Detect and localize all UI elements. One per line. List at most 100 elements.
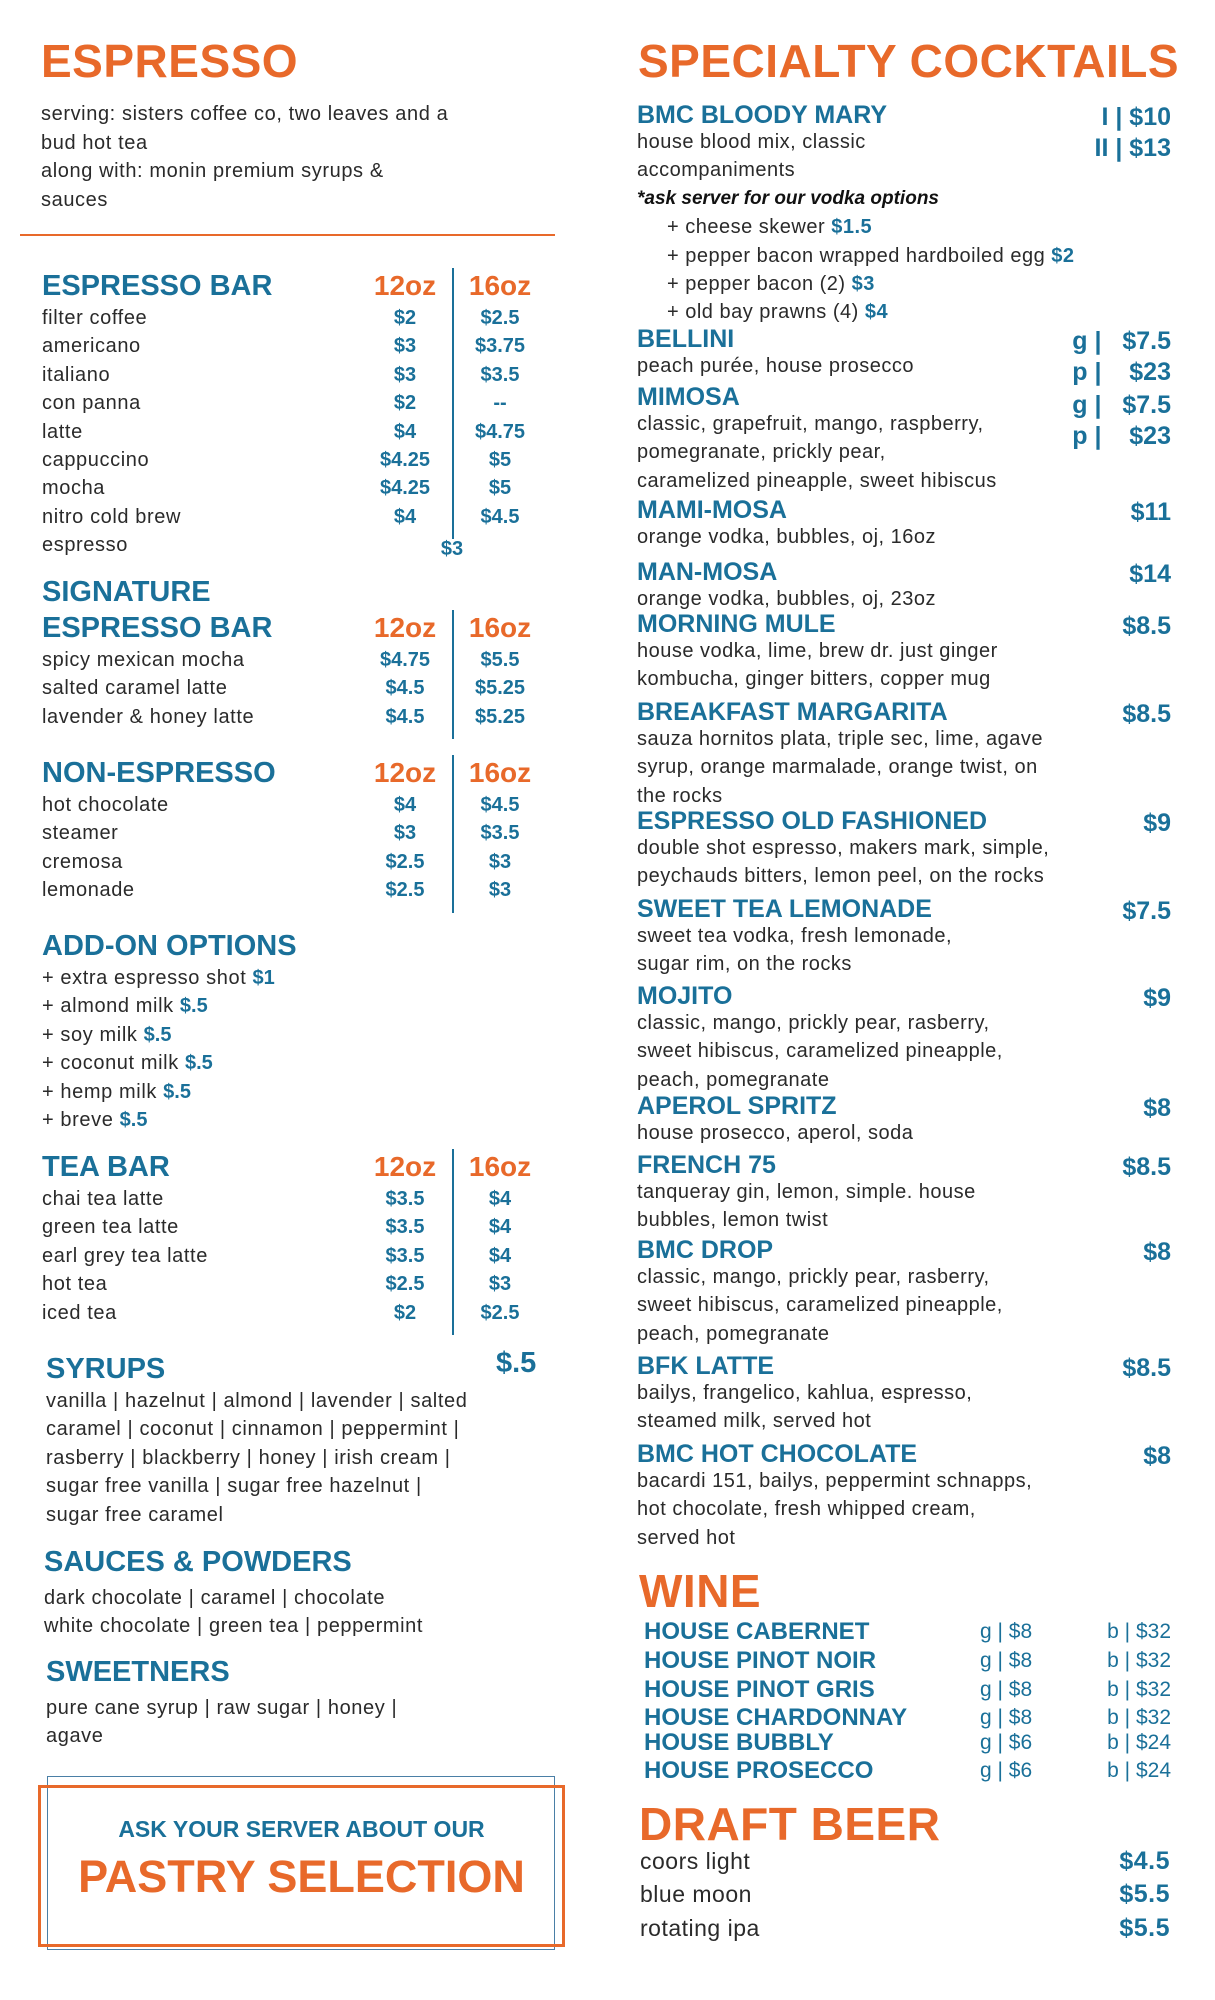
addon-name: + coconut milk: [42, 1052, 179, 1075]
addon-price: $.5: [163, 1080, 191, 1103]
wine-name: HOUSE PROSECCO: [644, 1757, 874, 1784]
item-name: lavender & honey latte: [42, 705, 255, 728]
cocktail-item: APEROL SPRITZ $8 house prosecco, aperol, s…: [637, 1093, 1171, 1147]
wine-row: HOUSE PINOT NOIR g | $8 b | $32: [644, 1647, 1171, 1675]
size-12oz-header: 12oz: [373, 757, 437, 788]
column-divider: [452, 755, 454, 913]
cocktail-description: sugar rim, on the rocks: [637, 953, 852, 976]
price-16oz: $5.25: [474, 705, 526, 728]
menu-row: nitro cold brew $4 $4.5: [42, 503, 562, 531]
section-header: ESPRESSO BAR 12oz 16oz: [42, 268, 562, 304]
section-rows: hot chocolate $4 $4.5 steamer $3 $3.5 cremosa $…: [42, 791, 562, 905]
column-divider: [452, 610, 454, 740]
sweeteners-title: SWEETNERS: [46, 1656, 230, 1688]
syrups-price: $.5: [496, 1347, 537, 1379]
cocktail-description: house vodka, lime, brew dr. just ginger: [637, 640, 998, 662]
menu-row: americano $3 $3.75: [42, 332, 562, 360]
option-name: + old bay prawns (4): [667, 301, 859, 324]
addon-item: + extra espresso shot $1: [42, 964, 562, 992]
section-title: ESPRESSO BAR: [42, 270, 273, 302]
item-name: nitro cold brew: [42, 505, 182, 528]
cocktail-description: sweet hibiscus, caramelized pineapple,: [637, 1294, 1003, 1317]
option-name: + pepper bacon (2): [667, 273, 846, 296]
item-price: $3: [440, 538, 464, 561]
addon-title: ADD-ON OPTIONS: [42, 930, 297, 962]
cocktail-price: $9: [1143, 984, 1171, 1012]
wine-row: HOUSE BUBBLY g | $6 b | $24: [644, 1729, 1171, 1757]
menu-row: steamer $3 $3.5: [42, 819, 562, 847]
addon-name: + almond milk: [42, 995, 174, 1018]
divider: [20, 234, 555, 236]
menu-row: earl grey tea latte $3.5 $4: [42, 1242, 562, 1270]
cocktail-description: double shot espresso, makers mark, simpl…: [637, 837, 1050, 859]
section-title: SIGNATURE: [42, 576, 211, 608]
section-header: TEA BAR 12oz 16oz: [42, 1149, 562, 1185]
wine-row: HOUSE PINOT GRIS g | $8 b | $32: [644, 1676, 1171, 1704]
price-16oz: $3: [488, 850, 512, 873]
price-12oz: $3: [393, 335, 417, 358]
size-16oz-header: 16oz: [468, 757, 532, 788]
cocktail-name: BMC HOT CHOCOLATE: [637, 1440, 918, 1468]
cocktail-name: BMC BLOODY MARY: [637, 101, 887, 129]
size-12oz-header: 12oz: [373, 1151, 437, 1182]
price-12oz: $4: [393, 420, 417, 443]
cocktail-item: BFK LATTE $8.5 bailys, frangelico, kahlua,…: [637, 1353, 1171, 1436]
cocktail-item: MORNING MULE $8.5 house vodka, lime, brew …: [637, 611, 1171, 694]
item-name: con panna: [42, 392, 141, 415]
cocktail-description: house prosecco, aperol, soda: [637, 1122, 914, 1144]
cocktail-price: $8.5: [1122, 1153, 1171, 1181]
addon-name: + extra espresso shot: [42, 967, 247, 989]
espresso-title: ESPRESSO: [41, 35, 299, 87]
cocktail-item: BMC DROP $8 classic, mango, prickly pear, …: [637, 1237, 1171, 1348]
wine-name: HOUSE PINOT NOIR: [644, 1647, 877, 1674]
menu-section: ESPRESSO BAR 12oz 16oz filter coffee $2 $2.5 a…: [42, 268, 562, 560]
syrups-list: vanilla | hazelnut | almond | lavender |…: [46, 1387, 546, 1529]
addon-item: + hemp milk $.5: [42, 1078, 562, 1106]
intro-line: along with: monin premium syrups &: [41, 160, 384, 182]
cocktail-description: accompaniments: [637, 159, 796, 182]
wine-name: HOUSE CHARDONNAY: [644, 1704, 908, 1731]
price-16oz: $3: [488, 879, 512, 902]
sweeteners-line: agave: [46, 1725, 104, 1748]
menu-row: iced tea $2 $2.5: [42, 1299, 562, 1327]
pastry-box-frame: [38, 1785, 565, 1947]
cocktail-item: SWEET TEA LEMONADE $7.5 sweet tea vodka, f…: [637, 896, 1171, 979]
price-12oz: $4.25: [379, 448, 431, 471]
item-name: chai tea latte: [42, 1188, 164, 1210]
price-16oz: $4.5: [480, 794, 520, 816]
sweeteners-line: pure cane syrup | raw sugar | honey |: [46, 1697, 398, 1719]
syrups-line: vanilla | hazelnut | almond | lavender |…: [46, 1390, 468, 1412]
item-name: salted caramel latte: [42, 677, 228, 700]
price-12oz: $3: [393, 822, 417, 845]
wine-name: HOUSE BUBBLY: [644, 1729, 834, 1756]
column-divider: [452, 268, 454, 540]
cocktail-description: classic, mango, prickly pear, rasberry,: [637, 1012, 990, 1034]
price-16oz: $2.5: [480, 1301, 520, 1324]
price-12oz: $4.25: [379, 477, 431, 500]
wine-glass-price: g | $6: [980, 1731, 1033, 1754]
cocktail-item: MAMI-MOSA $11 orange vodka, bubbles, oj, 1…: [637, 497, 1171, 551]
cocktail-item: BMC HOT CHOCOLATE $8 bacardi 151, bailys, …: [637, 1441, 1171, 1552]
price-16oz: $4: [488, 1188, 512, 1210]
option-price: $2: [1051, 244, 1075, 267]
beer-name: rotating ipa: [640, 1915, 760, 1941]
wine-bottle-price: b | $32: [1107, 1678, 1171, 1701]
item-name: cremosa: [42, 850, 123, 873]
beer-price: $4.5: [1119, 1847, 1170, 1875]
price-16oz: $3: [488, 1273, 512, 1296]
price-16oz: --: [493, 392, 507, 415]
cocktail-description: hot chocolate, fresh whipped cream,: [637, 1498, 976, 1521]
menu-row: filter coffee $2 $2.5: [42, 304, 562, 332]
cocktail-description: bacardi 151, bailys, peppermint schnapps…: [637, 1470, 1033, 1492]
price-16oz: $5: [488, 477, 512, 500]
cocktail-item: MAN-MOSA $14 orange vodka, bubbles, oj, 23…: [637, 559, 1171, 613]
size-16oz-header: 16oz: [468, 1151, 532, 1182]
price-16oz: $4.75: [474, 420, 526, 443]
price-12oz: $4: [393, 505, 417, 528]
cocktail-description: orange vodka, bubbles, oj, 16oz: [637, 526, 937, 548]
cocktail-option: + cheese skewer $1.5: [637, 213, 1171, 241]
price-12oz: $2.5: [385, 879, 425, 902]
sauces-list: dark chocolate | caramel | chocolate whit…: [44, 1584, 544, 1641]
cocktail-description: peach purée, house prosecco: [637, 355, 915, 377]
price-12oz: $3.5: [385, 1244, 425, 1267]
